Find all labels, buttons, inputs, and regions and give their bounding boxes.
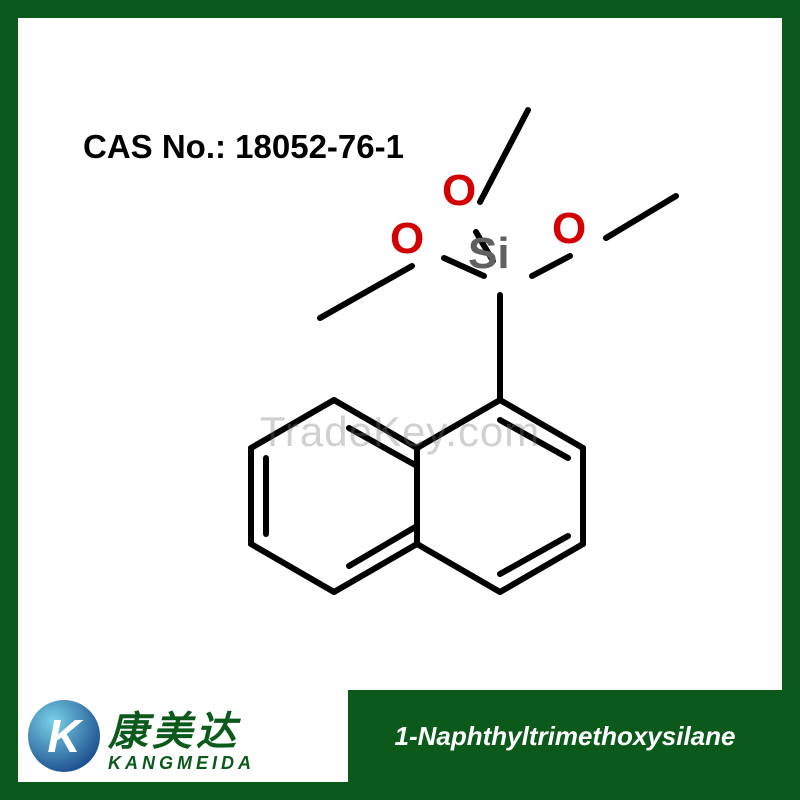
atom-silicon: Si [468, 229, 510, 279]
brand-logo-icon: K [28, 700, 100, 772]
compound-name-section: 1-Naphthyltrimethoxysilane [348, 690, 782, 782]
brand-name-en: KANGMEIDA [108, 753, 255, 774]
compound-name: 1-Naphthyltrimethoxysilane [395, 721, 736, 752]
atom-oxygen-3: O [552, 204, 586, 254]
brand-name-cn: 康美达 [108, 699, 255, 757]
footer-bar: K 康美达 KANGMEIDA 1-Naphthyltrimethoxysila… [18, 690, 782, 782]
logo-letter: K [47, 709, 80, 763]
brand-section: K 康美达 KANGMEIDA [18, 690, 348, 782]
product-card-frame: CAS No.: 18052-76-1 O O O Si TradeKey.co… [0, 0, 800, 800]
atom-oxygen-2: O [390, 214, 424, 264]
watermark-text: TradeKey.com [260, 408, 540, 456]
atom-oxygen-1: O [442, 166, 476, 216]
brand-text-block: 康美达 KANGMEIDA [108, 699, 255, 774]
